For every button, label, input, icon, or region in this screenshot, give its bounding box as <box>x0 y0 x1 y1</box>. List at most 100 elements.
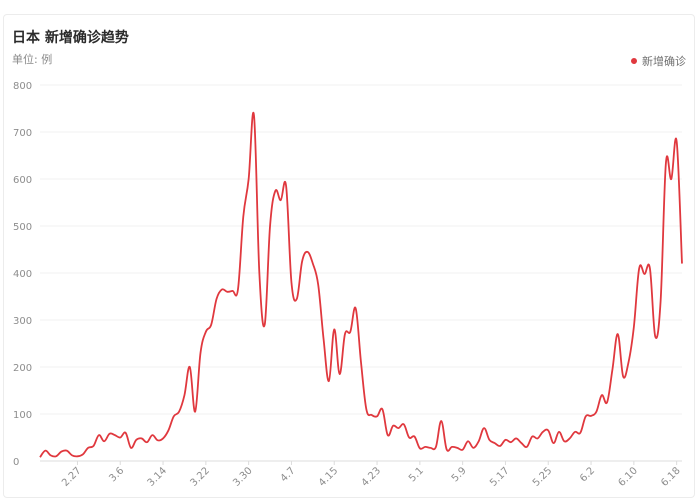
data-point[interactable] <box>449 444 454 449</box>
data-point[interactable] <box>482 426 487 431</box>
data-point[interactable] <box>674 139 679 144</box>
data-point[interactable] <box>300 259 305 264</box>
data-point[interactable] <box>567 436 572 441</box>
data-point[interactable] <box>540 429 545 434</box>
data-point[interactable] <box>294 296 299 301</box>
data-point[interactable] <box>75 454 80 459</box>
data-point[interactable] <box>80 452 85 457</box>
data-point[interactable] <box>439 419 444 424</box>
data-point[interactable] <box>310 261 315 266</box>
data-point[interactable] <box>556 429 561 434</box>
data-point[interactable] <box>134 437 139 442</box>
data-point[interactable] <box>380 407 385 412</box>
data-point[interactable] <box>102 439 107 444</box>
data-point[interactable] <box>647 266 652 271</box>
data-point[interactable] <box>396 426 401 431</box>
data-point[interactable] <box>669 177 674 182</box>
data-point[interactable] <box>214 296 219 301</box>
data-point[interactable] <box>530 434 535 439</box>
data-point[interactable] <box>59 449 64 454</box>
data-point[interactable] <box>610 367 615 372</box>
data-point[interactable] <box>359 360 364 365</box>
data-point[interactable] <box>615 332 620 337</box>
data-point[interactable] <box>573 429 578 434</box>
series-line-new-cases[interactable] <box>39 111 683 458</box>
data-point[interactable] <box>235 287 240 292</box>
data-point[interactable] <box>551 441 556 446</box>
data-point[interactable] <box>391 423 396 428</box>
data-point[interactable] <box>241 214 246 219</box>
data-point[interactable] <box>589 413 594 418</box>
data-point[interactable] <box>562 439 567 444</box>
data-point[interactable] <box>476 439 481 444</box>
data-point[interactable] <box>524 444 529 449</box>
data-point[interactable] <box>230 288 235 293</box>
data-point[interactable] <box>64 448 69 453</box>
data-point[interactable] <box>455 445 460 450</box>
data-point[interactable] <box>375 414 380 419</box>
data-point[interactable] <box>460 447 465 452</box>
data-point[interactable] <box>412 434 417 439</box>
data-point[interactable] <box>118 435 123 440</box>
data-point[interactable] <box>503 437 508 442</box>
data-point[interactable] <box>54 454 59 459</box>
data-point[interactable] <box>252 113 257 118</box>
data-point[interactable] <box>337 372 342 377</box>
data-point[interactable] <box>107 431 112 436</box>
data-point[interactable] <box>86 445 91 450</box>
data-point[interactable] <box>353 306 358 311</box>
data-point[interactable] <box>626 360 631 365</box>
data-point[interactable] <box>428 445 433 450</box>
data-point[interactable] <box>305 249 310 254</box>
legend[interactable]: 新增确诊 <box>631 53 686 69</box>
data-point[interactable] <box>471 445 476 450</box>
data-point[interactable] <box>262 322 267 327</box>
data-point[interactable] <box>508 440 513 445</box>
data-point[interactable] <box>514 436 519 441</box>
data-point[interactable] <box>417 446 422 451</box>
data-point[interactable] <box>70 453 75 458</box>
data-point[interactable] <box>145 440 150 445</box>
data-point[interactable] <box>128 445 133 450</box>
data-point[interactable] <box>225 289 230 294</box>
data-point[interactable] <box>498 443 503 448</box>
data-point[interactable] <box>658 299 663 304</box>
data-point[interactable] <box>43 448 48 453</box>
data-point[interactable] <box>278 198 283 203</box>
data-point[interactable] <box>466 439 471 444</box>
data-point[interactable] <box>433 444 438 449</box>
data-point[interactable] <box>364 407 369 412</box>
data-point[interactable] <box>653 334 658 339</box>
data-point[interactable] <box>583 414 588 419</box>
data-point[interactable] <box>112 433 117 438</box>
data-point[interactable] <box>273 188 278 193</box>
data-point[interactable] <box>123 430 128 435</box>
data-point[interactable] <box>348 329 353 334</box>
data-point[interactable] <box>193 409 198 414</box>
data-point[interactable] <box>257 271 262 276</box>
data-point[interactable] <box>680 261 685 266</box>
data-point[interactable] <box>209 322 214 327</box>
data-point[interactable] <box>492 441 497 446</box>
data-point[interactable] <box>38 455 43 460</box>
data-point[interactable] <box>166 428 171 433</box>
data-point[interactable] <box>91 443 96 448</box>
data-point[interactable] <box>284 184 289 189</box>
data-point[interactable] <box>599 393 604 398</box>
data-point[interactable] <box>642 271 647 276</box>
data-point[interactable] <box>182 393 187 398</box>
data-point[interactable] <box>621 374 626 379</box>
data-point[interactable] <box>487 437 492 442</box>
data-point[interactable] <box>423 444 428 449</box>
data-point[interactable] <box>663 160 668 165</box>
data-point[interactable] <box>342 332 347 337</box>
data-point[interactable] <box>161 436 166 441</box>
data-point[interactable] <box>637 266 642 271</box>
data-point[interactable] <box>48 453 53 458</box>
data-point[interactable] <box>631 325 636 330</box>
data-point[interactable] <box>385 433 390 438</box>
data-point[interactable] <box>401 422 406 427</box>
data-point[interactable] <box>407 435 412 440</box>
data-point[interactable] <box>369 412 374 417</box>
